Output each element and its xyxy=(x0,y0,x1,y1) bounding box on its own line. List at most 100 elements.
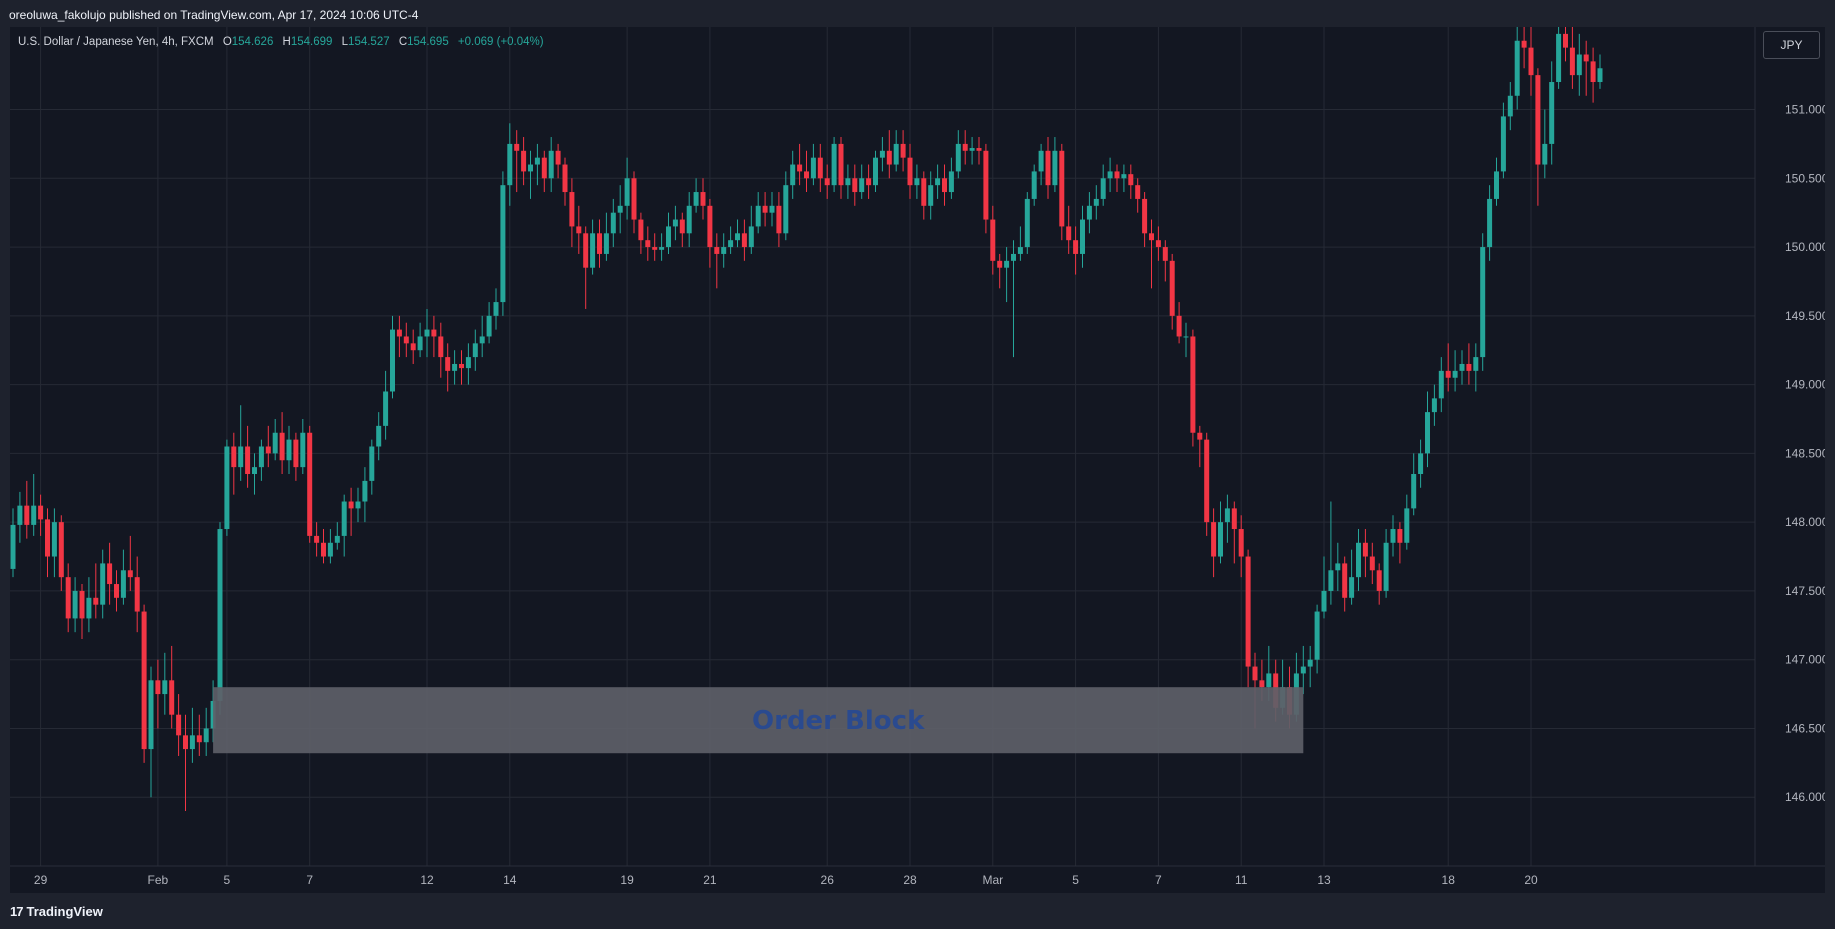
candle-body xyxy=(224,446,230,530)
candle-body xyxy=(293,439,299,468)
candle-body xyxy=(17,505,23,525)
candle xyxy=(134,556,140,633)
candle xyxy=(1583,40,1589,96)
candle-body xyxy=(1500,116,1506,172)
candle xyxy=(942,164,947,206)
candle xyxy=(79,584,85,640)
chart-area[interactable]: Order Block 146.000 146.500 147.000 147.500… xyxy=(10,27,1825,893)
candle xyxy=(1466,343,1472,385)
candle xyxy=(72,577,78,633)
candle xyxy=(341,494,347,557)
candle-body xyxy=(900,143,906,158)
candle-body xyxy=(1107,171,1113,179)
footer-bar xyxy=(0,893,1835,929)
candle xyxy=(203,707,209,756)
time-axis[interactable]: 29 Feb 5 7 12 14 19 21 26 28 Mar 5 7 11 13 18 20 xyxy=(34,873,1538,887)
candle-body xyxy=(72,590,78,619)
candle-body xyxy=(1121,174,1127,179)
candle-body xyxy=(1411,474,1417,509)
candle xyxy=(610,198,616,248)
order-block-label: Order Block xyxy=(752,706,925,736)
candle-body xyxy=(1563,33,1568,48)
price-tick-label: 149.500 xyxy=(1785,309,1825,323)
candle xyxy=(1507,82,1513,131)
candle xyxy=(879,137,885,172)
candle-body xyxy=(755,205,761,227)
tradingview-logo[interactable]: 17 TradingView xyxy=(10,904,103,919)
candle-body xyxy=(376,425,382,447)
candle xyxy=(252,453,257,495)
candle-body xyxy=(58,522,64,578)
candle-body xyxy=(396,329,402,337)
candlestick-chart[interactable]: Order Block 146.000 146.500 147.000 147.500… xyxy=(10,27,1825,893)
candle-body xyxy=(1073,240,1079,254)
time-tick-label: 5 xyxy=(224,873,231,887)
candle xyxy=(348,487,354,536)
candle-body xyxy=(369,446,375,481)
candle xyxy=(1038,143,1044,186)
candle-body xyxy=(1183,336,1189,338)
price-tick-label: 148.000 xyxy=(1785,515,1825,529)
candle xyxy=(65,563,71,633)
candle xyxy=(935,164,941,199)
candle xyxy=(1121,164,1127,193)
candle xyxy=(866,164,872,199)
candle-body xyxy=(341,501,347,536)
candle xyxy=(1356,529,1361,591)
time-tick-label: 29 xyxy=(34,873,48,887)
candle xyxy=(321,529,326,564)
order-block-annotation[interactable]: Order Block xyxy=(213,687,1304,754)
candle xyxy=(417,322,423,358)
candle-body xyxy=(741,233,747,248)
candle xyxy=(265,425,271,468)
candle xyxy=(286,425,292,475)
candle xyxy=(1314,604,1320,674)
candle xyxy=(514,130,520,193)
candle-body xyxy=(1059,150,1065,227)
candle xyxy=(238,405,244,481)
candle-body xyxy=(1521,40,1527,48)
candle-body xyxy=(528,164,533,172)
candle xyxy=(1425,391,1430,468)
candle-body xyxy=(1162,247,1168,261)
candle-body xyxy=(1549,82,1555,144)
candle-body xyxy=(1128,174,1134,186)
price-axis[interactable]: 146.000 146.500 147.000 147.500 148.000 148.5… xyxy=(1785,103,1825,805)
candle-body xyxy=(1556,33,1562,83)
candle-body xyxy=(459,363,464,369)
candle xyxy=(465,343,471,385)
candle-body xyxy=(1376,570,1382,591)
candle xyxy=(383,370,389,440)
time-tick-label: Mar xyxy=(982,873,1003,887)
candle xyxy=(603,212,609,261)
candle xyxy=(900,130,906,172)
candle xyxy=(921,171,927,220)
candle xyxy=(548,137,554,193)
candle xyxy=(1142,192,1148,248)
candle xyxy=(976,137,982,165)
candle xyxy=(617,185,623,234)
candle xyxy=(1052,137,1058,193)
candle-body xyxy=(258,446,264,468)
candle-body xyxy=(1231,508,1237,530)
candle-body xyxy=(334,535,340,543)
price-tick-label: 150.000 xyxy=(1785,240,1825,254)
candle-body xyxy=(990,219,996,261)
low-label: L xyxy=(341,36,349,48)
candle xyxy=(1128,164,1134,199)
candle xyxy=(445,343,451,392)
candle-body xyxy=(486,315,492,337)
candle-body xyxy=(728,240,734,248)
candle xyxy=(562,157,568,206)
candle-body xyxy=(583,233,589,268)
candle xyxy=(659,233,665,261)
candle xyxy=(1335,542,1341,591)
candle-body xyxy=(790,164,796,186)
candle-body xyxy=(1390,529,1396,543)
candle xyxy=(990,205,996,275)
candle-body xyxy=(500,185,506,303)
currency-button[interactable]: JPY xyxy=(1763,31,1820,59)
high-value: 154.699 xyxy=(290,36,333,48)
order-block-rect[interactable] xyxy=(213,687,1304,754)
candle-body xyxy=(914,178,920,186)
